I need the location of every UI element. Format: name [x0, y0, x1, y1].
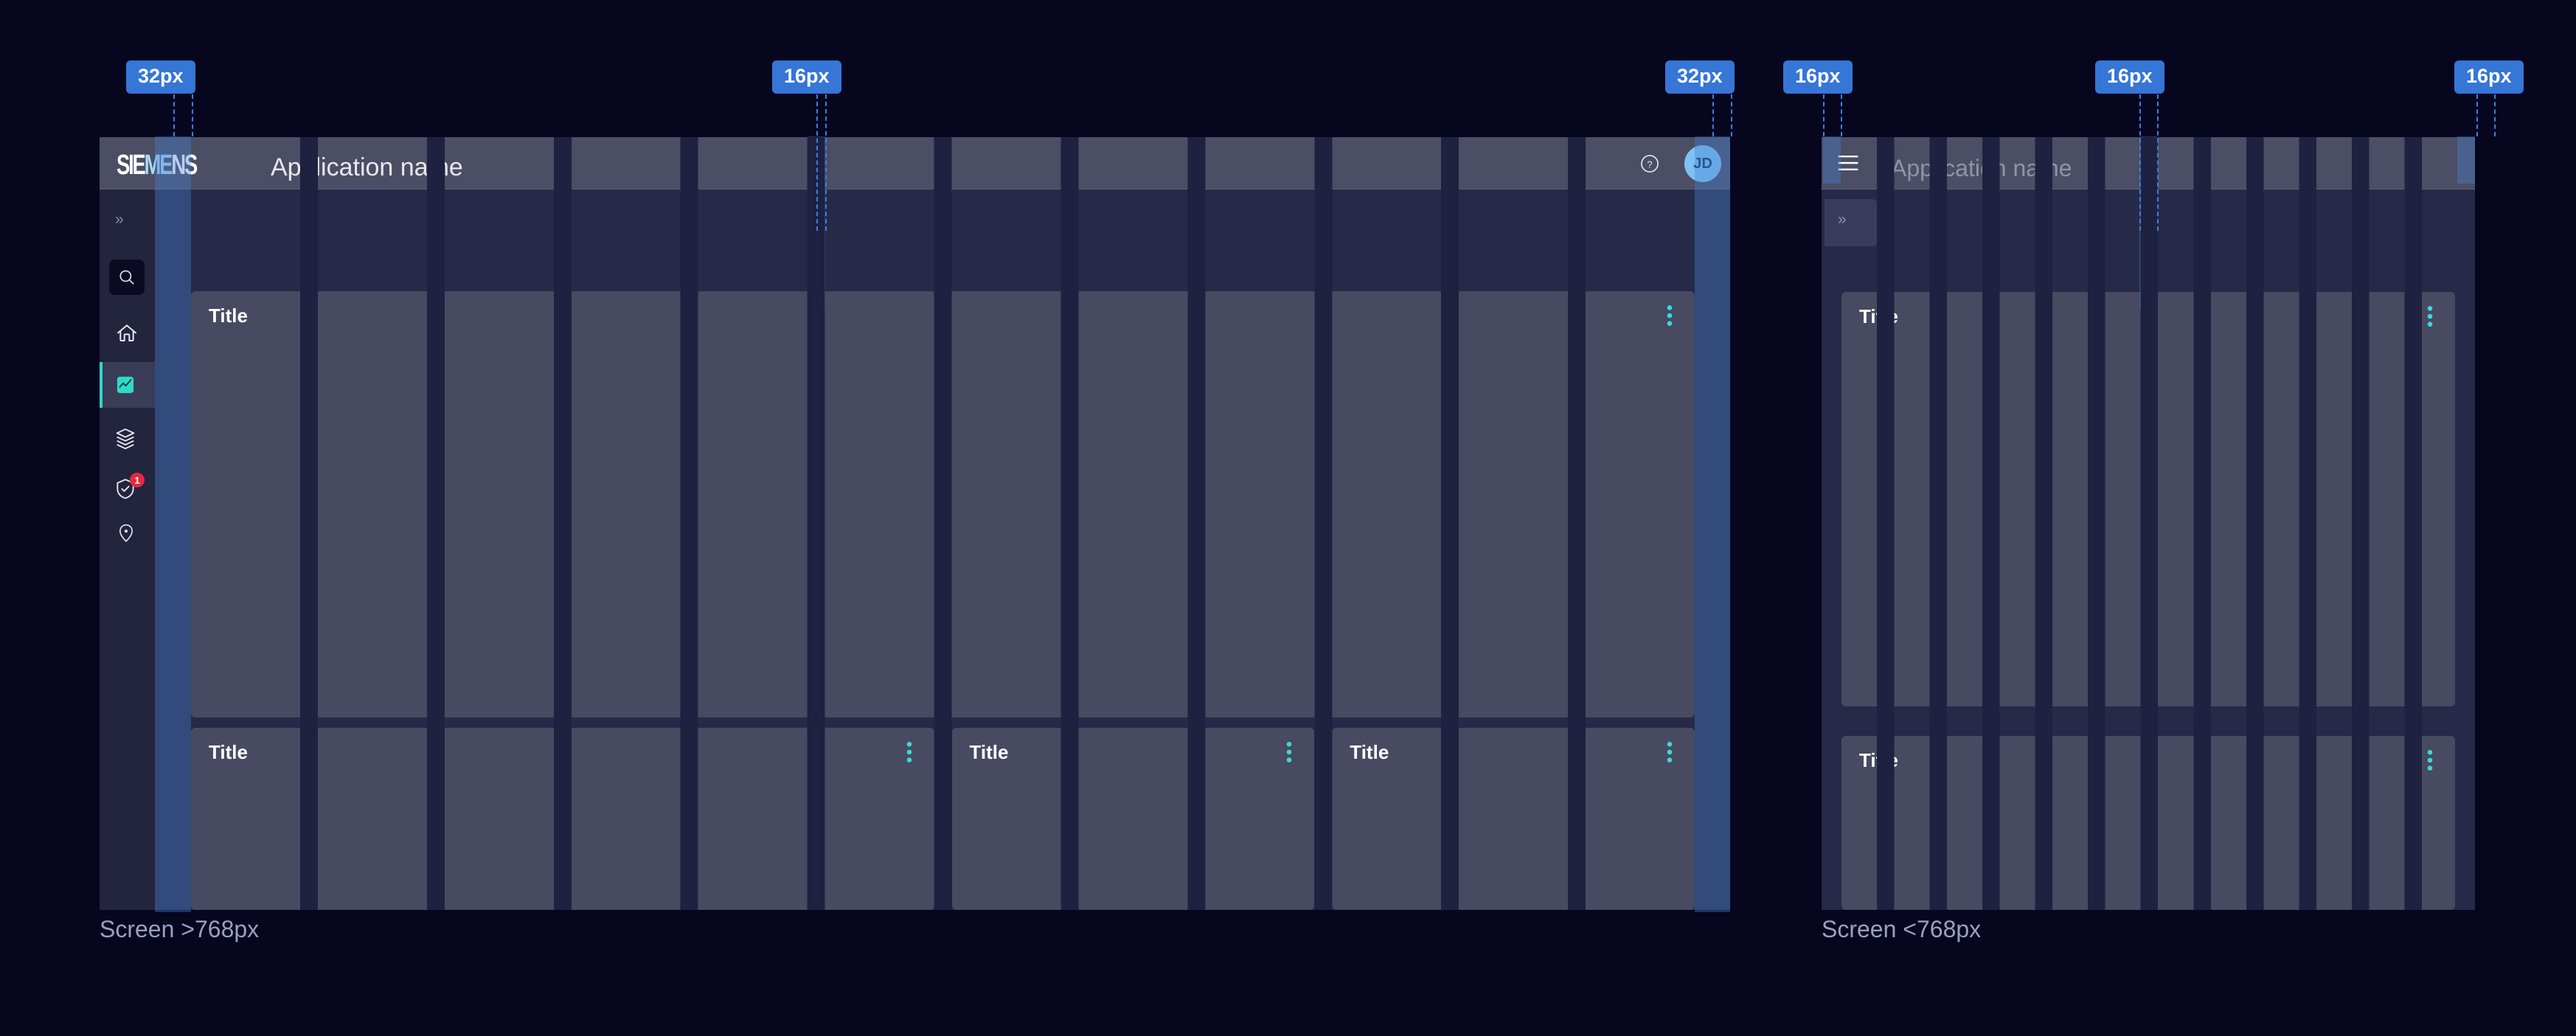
svg-text:?: ? — [1647, 159, 1652, 170]
